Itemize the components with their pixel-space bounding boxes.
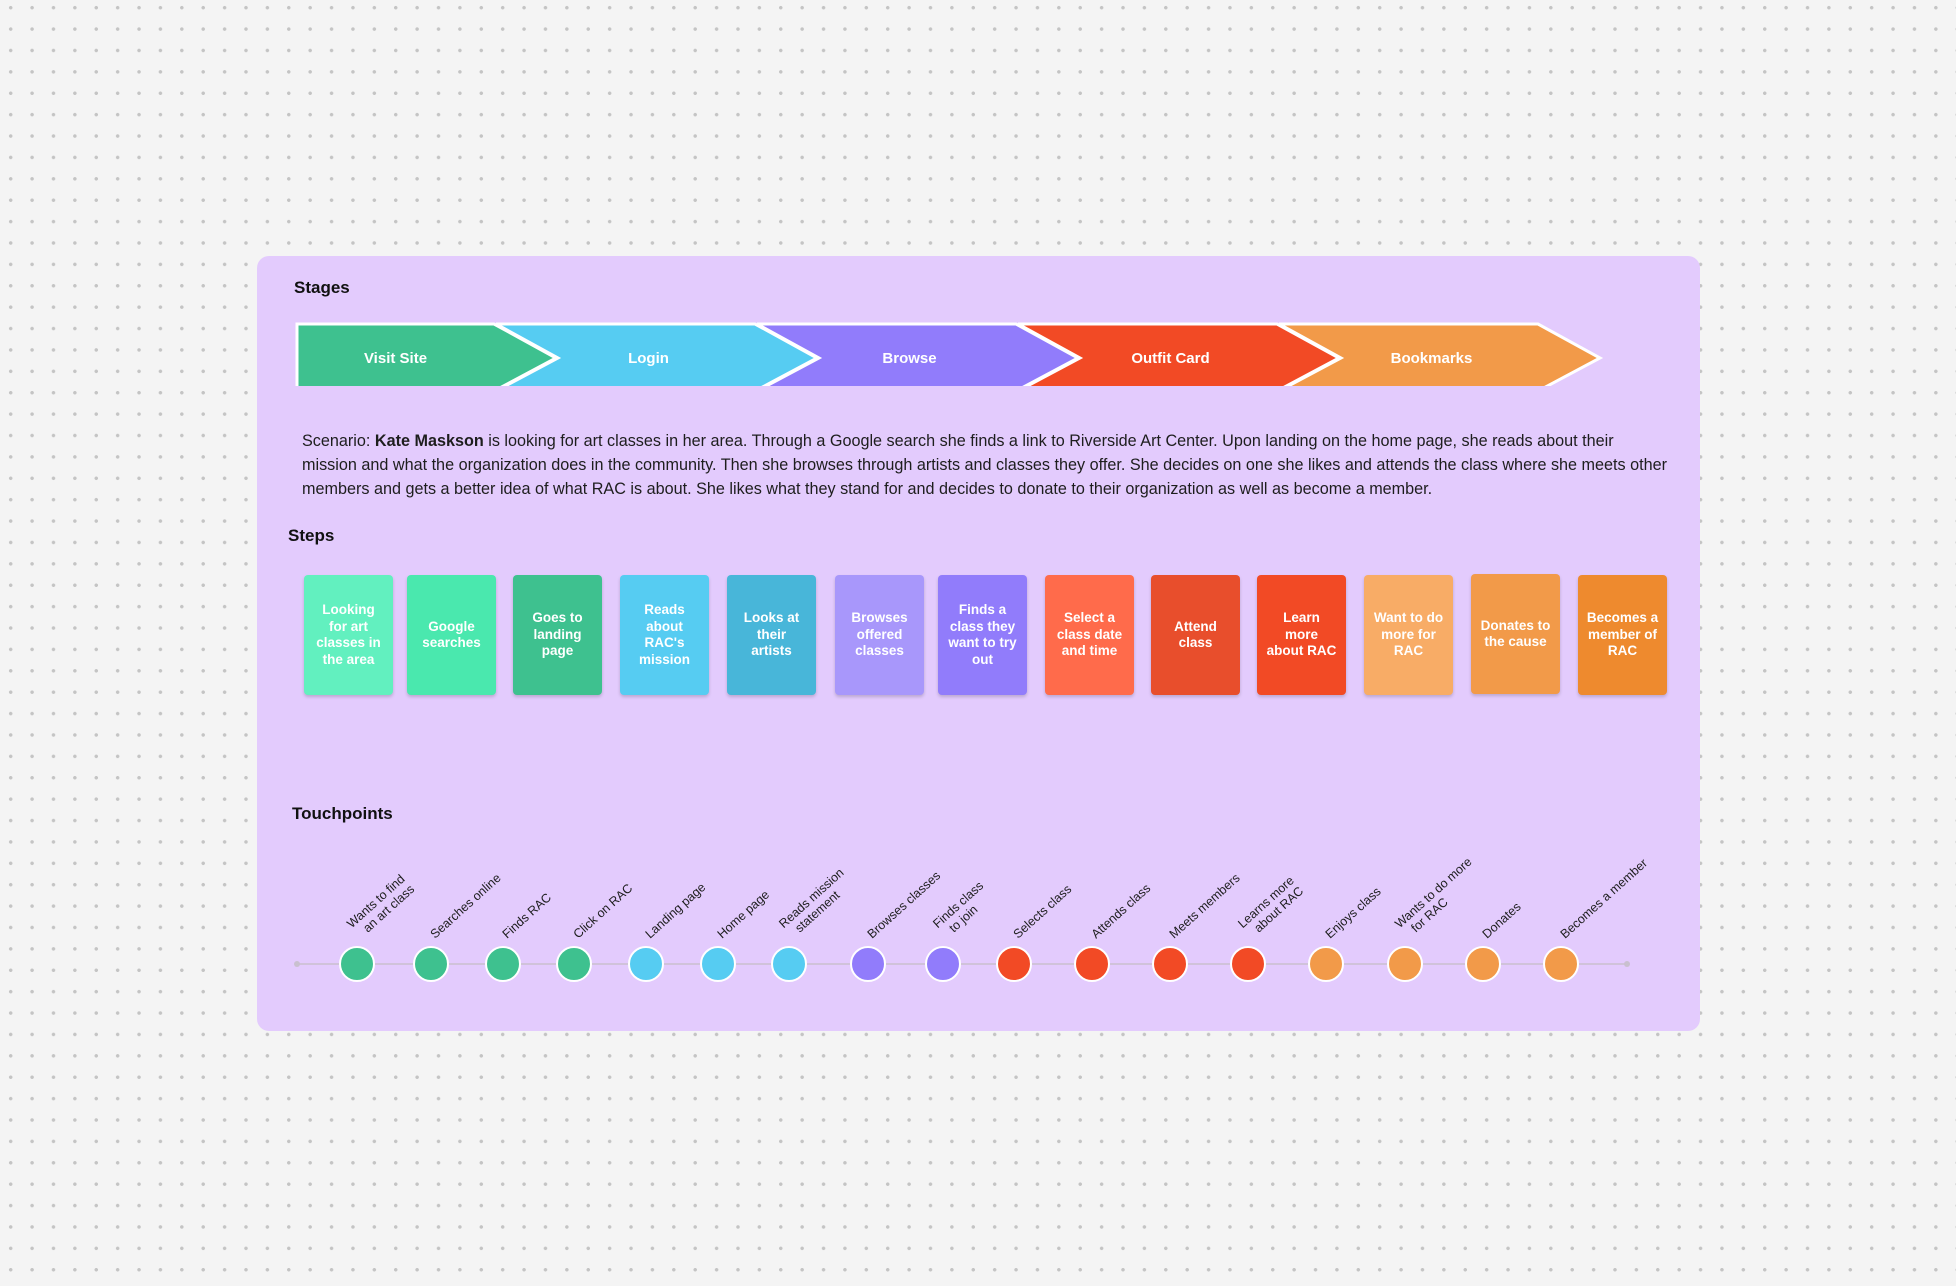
stage-label-login: Login bbox=[628, 350, 669, 367]
touchpoint-label: Wants to do morefor RAC bbox=[1392, 855, 1484, 942]
touchpoint-label: Reads missionstatement bbox=[776, 866, 856, 942]
step-card: Reads about RAC's mission bbox=[620, 575, 709, 695]
stage-arrow-login bbox=[495, 322, 821, 386]
touchpoint-dot bbox=[628, 946, 664, 982]
touchpoints-heading: Touchpoints bbox=[292, 804, 393, 823]
steps-heading: Steps bbox=[288, 526, 335, 545]
touchpoint-label: Learns moreabout RAC bbox=[1235, 873, 1306, 941]
touchpoint-label: Finds RAC bbox=[500, 890, 554, 941]
touchpoint-label: Click on RAC bbox=[571, 881, 636, 941]
touchpoint-dot bbox=[1074, 946, 1110, 982]
touchpoint-label: Becomes a member bbox=[1558, 856, 1650, 941]
stage-arrow-bookmarks bbox=[1278, 322, 1604, 386]
step-label: Browses offered classes bbox=[851, 610, 908, 659]
step-label: Donates to the cause bbox=[1480, 617, 1551, 650]
touchpoint-label: Home page bbox=[715, 888, 772, 942]
touchpoint-label: Meets members bbox=[1167, 871, 1243, 941]
step-label: Select a class date and time bbox=[1056, 610, 1123, 659]
touchpoint-dot bbox=[1308, 946, 1344, 982]
step-label: Want to do more for RAC bbox=[1373, 610, 1444, 659]
step-label: Finds a class they want to try out bbox=[948, 602, 1017, 667]
stages-heading: Stages bbox=[294, 278, 350, 297]
touchpoint-dot bbox=[413, 946, 449, 982]
step-card: Becomes a member of RAC bbox=[1578, 575, 1667, 695]
touchpoint-dot bbox=[771, 946, 807, 982]
scenario-body: is looking for art classes in her area. … bbox=[302, 432, 1668, 498]
step-card: Want to do more for RAC bbox=[1364, 575, 1453, 695]
touchpoint-dot bbox=[1387, 946, 1423, 982]
touchpoint-dot bbox=[1543, 946, 1579, 982]
stage-arrow-outfit-card bbox=[1017, 322, 1343, 386]
step-label: Looks at their artists bbox=[743, 610, 800, 659]
touchpoint-dot bbox=[1230, 946, 1266, 982]
step-card: Donates to the cause bbox=[1471, 574, 1560, 694]
touchpoint-dot bbox=[1152, 946, 1188, 982]
stage-label-bookmarks: Bookmarks bbox=[1391, 350, 1473, 367]
touchpoint-dot bbox=[925, 946, 961, 982]
touchpoint-label: Wants to findan art class bbox=[344, 872, 417, 942]
touchpoint-dot bbox=[700, 946, 736, 982]
journey-map-board: Stages Visit Site Login Browse Outfit Card B… bbox=[257, 256, 1700, 1031]
step-label: Learn more about RAC bbox=[1266, 610, 1337, 659]
touchpoint-label: Finds classto join bbox=[930, 879, 995, 942]
step-card: Learn more about RAC bbox=[1257, 575, 1346, 695]
step-label: Google searches bbox=[422, 618, 481, 651]
touchpoint-dot bbox=[339, 946, 375, 982]
step-card: Goes to landing page bbox=[513, 575, 602, 695]
timeline-start-dot bbox=[294, 961, 300, 967]
touchpoint-dot bbox=[850, 946, 886, 982]
step-label: Looking for art classes in the area bbox=[316, 602, 381, 667]
touchpoint-label: Browses classes bbox=[865, 869, 944, 942]
timeline-end-dot bbox=[1624, 961, 1630, 967]
touchpoint-label: Donates bbox=[1480, 900, 1524, 942]
step-card: Looks at their artists bbox=[727, 575, 816, 695]
touchpoint-label: Searches online bbox=[428, 871, 504, 941]
stages-arrow-row: Visit Site Login Browse Outfit Card Bookmark… bbox=[295, 322, 1604, 386]
scenario-prefix: Scenario: bbox=[302, 432, 375, 450]
stage-label-browse: Browse bbox=[882, 350, 936, 367]
step-card: Attend class bbox=[1151, 575, 1240, 695]
touchpoints-timeline: Wants to findan art class Searches online… bbox=[294, 855, 1650, 982]
persona-name: Kate Maskson bbox=[374, 432, 484, 450]
touchpoint-label: Attends class bbox=[1089, 881, 1154, 941]
stage-label-outfit-card: Outfit Card bbox=[1131, 350, 1209, 367]
step-card: Google searches bbox=[407, 575, 496, 695]
touchpoint-dot bbox=[485, 946, 521, 982]
touchpoint-label: Enjoys class bbox=[1323, 884, 1384, 941]
step-label: Goes to landing page bbox=[532, 610, 583, 659]
step-card: Finds a class they want to try out bbox=[938, 575, 1027, 695]
step-card: Select a class date and time bbox=[1045, 575, 1134, 695]
step-label: Attend class bbox=[1174, 618, 1217, 651]
step-label: Reads about RAC's mission bbox=[638, 602, 690, 667]
touchpoint-dot bbox=[1465, 946, 1501, 982]
stage-arrow-browse bbox=[756, 322, 1082, 386]
touchpoint-label: Selects class bbox=[1011, 882, 1075, 941]
stage-label-visit-site: Visit Site bbox=[364, 350, 427, 367]
scenario-text: Scenario: Kate Maskson is looking for ar… bbox=[302, 429, 1672, 501]
step-card: Looking for art classes in the area bbox=[304, 575, 393, 695]
step-label: Becomes a member of RAC bbox=[1586, 610, 1659, 659]
touchpoint-label: Landing page bbox=[643, 880, 709, 941]
step-card: Browses offered classes bbox=[835, 575, 924, 695]
touchpoint-dot bbox=[556, 946, 592, 982]
touchpoint-dot bbox=[996, 946, 1032, 982]
